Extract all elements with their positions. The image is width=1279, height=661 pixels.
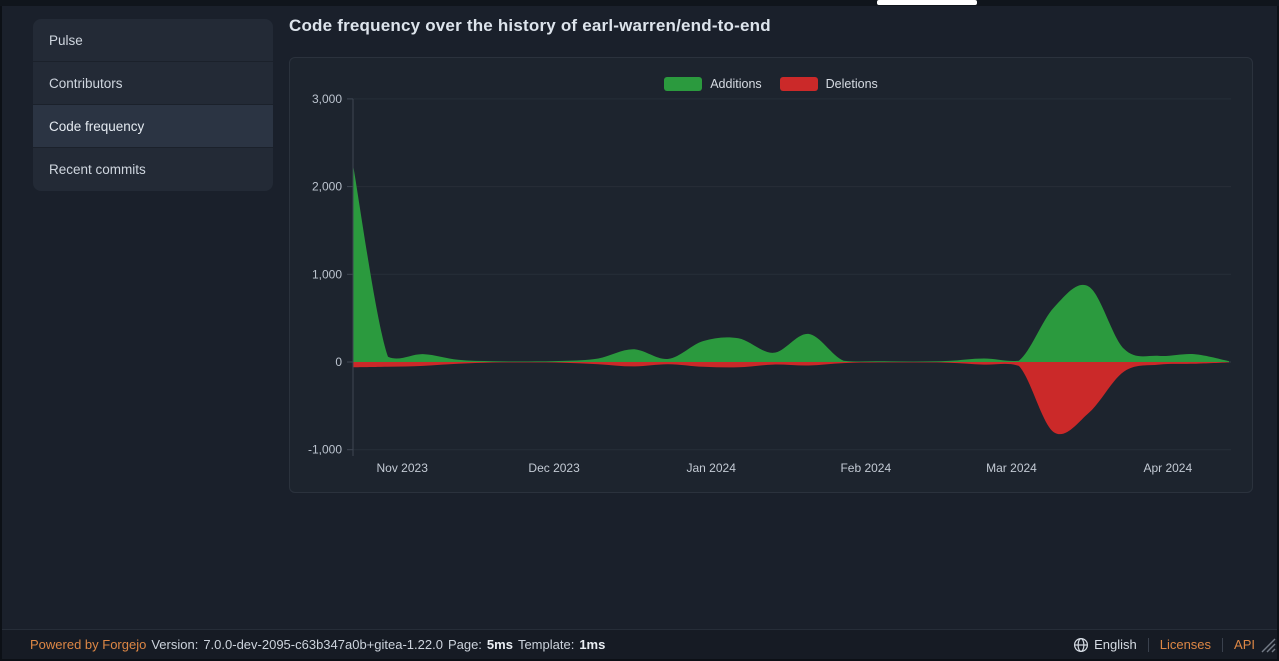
globe-icon bbox=[1073, 637, 1089, 653]
svg-text:3,000: 3,000 bbox=[312, 92, 342, 106]
page-title: Code frequency over the history of earl-… bbox=[289, 16, 771, 35]
deletions-area[interactable] bbox=[353, 362, 1229, 435]
resize-grip-icon[interactable] bbox=[1259, 636, 1276, 658]
template-time-label: Template: bbox=[517, 637, 575, 652]
sidebar-item-recent-commits[interactable]: Recent commits bbox=[49, 162, 146, 177]
y-axis: 3,000 2,000 1,000 0 -1,000 bbox=[308, 92, 354, 457]
version-label: Version: bbox=[151, 637, 199, 652]
legend-label: Deletions bbox=[825, 77, 878, 91]
sidebar-item-pulse[interactable]: Pulse bbox=[33, 19, 273, 62]
svg-text:Feb 2024: Feb 2024 bbox=[840, 461, 891, 475]
deletions-swatch-icon bbox=[779, 77, 818, 91]
chart-panel: 3,000 2,000 1,000 0 -1,000 Nov 2023 Dec 2023 Ja… bbox=[289, 57, 1253, 493]
footer-left: Powered by Forgejo Version: 7.0.0-dev-20… bbox=[30, 637, 605, 652]
legend-item-deletions[interactable]: Deletions bbox=[779, 77, 878, 91]
page-time-label: Page: bbox=[447, 637, 482, 652]
svg-text:0: 0 bbox=[335, 355, 342, 369]
sidebar-item-code-frequency[interactable]: Code frequency bbox=[33, 105, 273, 148]
api-link[interactable]: API bbox=[1234, 637, 1255, 652]
powered-by-forgejo-link[interactable]: Powered by Forgejo bbox=[30, 637, 147, 652]
additions-area[interactable] bbox=[353, 164, 1229, 362]
svg-text:Jan 2024: Jan 2024 bbox=[687, 461, 737, 475]
licenses-link[interactable]: Licenses bbox=[1159, 637, 1212, 652]
top-tab-strip bbox=[0, 0, 1279, 6]
footer: Powered by Forgejo Version: 7.0.0-dev-20… bbox=[2, 629, 1277, 659]
chart-legend: Additions Deletions bbox=[290, 77, 1252, 91]
svg-text:1,000: 1,000 bbox=[312, 267, 342, 281]
active-tab-indicator[interactable] bbox=[877, 0, 977, 5]
legend-item-additions[interactable]: Additions bbox=[664, 77, 762, 91]
additions-swatch-icon bbox=[664, 77, 703, 91]
version-value: 7.0.0-dev-2095-c63b347a0b+gitea-1.22.0 bbox=[203, 637, 443, 652]
footer-divider bbox=[1147, 637, 1149, 652]
svg-text:Mar 2024: Mar 2024 bbox=[986, 461, 1037, 475]
x-axis: Nov 2023 Dec 2023 Jan 2024 Feb 2024 Mar 2024… bbox=[377, 461, 1193, 475]
legend-label: Additions bbox=[710, 77, 762, 91]
page-time-value: 5ms bbox=[486, 637, 513, 652]
repo-activity-page: Pulse Contributors Code frequency Recent co… bbox=[2, 6, 1277, 659]
footer-right: English Licenses API bbox=[1073, 637, 1255, 653]
footer-divider bbox=[1222, 637, 1224, 652]
template-time-value: 1ms bbox=[579, 637, 606, 652]
svg-text:-1,000: -1,000 bbox=[308, 443, 342, 457]
sidebar-item-contributors[interactable]: Contributors bbox=[33, 62, 273, 105]
language-selector[interactable]: English bbox=[1094, 637, 1137, 652]
code-frequency-chart[interactable]: 3,000 2,000 1,000 0 -1,000 Nov 2023 Dec 2023 Ja… bbox=[290, 58, 1254, 494]
svg-text:Nov 2023: Nov 2023 bbox=[377, 461, 429, 475]
svg-text:2,000: 2,000 bbox=[312, 180, 342, 194]
svg-text:Apr 2024: Apr 2024 bbox=[1143, 461, 1192, 475]
sidebar-menu: Pulse Contributors Code frequency Recent co… bbox=[33, 19, 273, 191]
svg-text:Dec 2023: Dec 2023 bbox=[528, 461, 580, 475]
